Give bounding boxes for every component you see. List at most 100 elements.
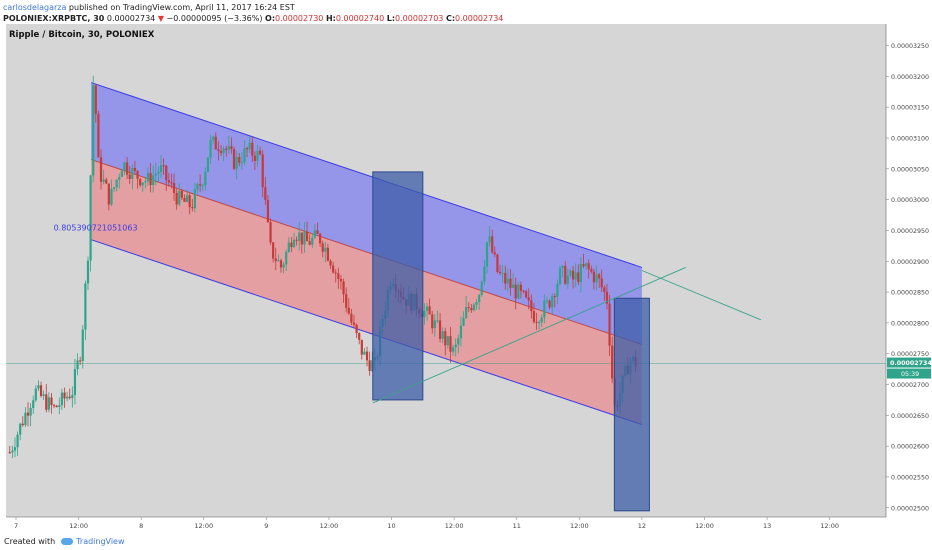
candle-body — [287, 242, 290, 252]
candle-body — [68, 396, 71, 399]
y-tick-label: 0.00002750 — [891, 351, 929, 358]
candle-body — [483, 266, 486, 282]
chart-area[interactable]: 0.805390721051063 0.00003250 0.00003200 0.0… — [0, 24, 932, 534]
countdown-tag — [887, 368, 931, 379]
candle-body — [272, 242, 275, 259]
candle-body — [337, 273, 340, 279]
candle-body — [472, 304, 476, 311]
candle-body — [556, 283, 559, 297]
candle-body — [347, 307, 350, 314]
candle-body — [571, 270, 575, 280]
candle-body — [277, 260, 280, 262]
x-tick-label: 12:00 — [69, 522, 88, 530]
candle-body — [199, 184, 202, 186]
candle-body — [159, 165, 163, 172]
candle-body — [480, 281, 483, 296]
candle-body — [71, 394, 74, 399]
high-value: 0.00002740 — [335, 14, 385, 23]
y-tick-label: 0.00002650 — [891, 413, 929, 420]
candle-body — [590, 269, 593, 272]
candle-body — [60, 392, 64, 406]
candle-body — [525, 291, 528, 298]
trend-line — [372, 267, 686, 404]
candle-body — [540, 317, 543, 323]
x-tick-label: 12:00 — [695, 522, 714, 530]
y-tick-label: 0.00003250 — [891, 43, 929, 50]
y-tick-label: 0.00003000 — [891, 197, 929, 204]
candle-body — [282, 264, 285, 268]
candle-body — [55, 405, 58, 407]
candle-body — [139, 178, 142, 186]
candle-body — [42, 394, 45, 396]
x-tick-label: 12:00 — [820, 522, 839, 530]
candles-group — [8, 75, 637, 459]
candle-body — [365, 351, 369, 361]
x-tick-label: 8 — [139, 522, 143, 530]
candle-body — [545, 300, 549, 302]
candle-body — [569, 270, 572, 276]
candle-body — [92, 85, 95, 176]
candle-body — [232, 149, 236, 169]
candle-body — [459, 325, 463, 339]
candle-body — [115, 179, 118, 188]
candle-body — [522, 290, 525, 292]
candle-body — [94, 85, 97, 114]
candle-body — [582, 264, 585, 267]
x-tick-label: 7 — [14, 522, 18, 530]
candle-body — [76, 360, 79, 370]
candle-body — [326, 247, 330, 261]
candle-body — [504, 272, 507, 284]
candle-body — [603, 287, 606, 292]
candle-body — [350, 313, 353, 323]
candle-body — [16, 434, 19, 448]
candle-body — [191, 207, 194, 209]
fib-level-label: 0.805390721051063 — [54, 223, 138, 232]
candle-body — [230, 146, 233, 150]
candle-body — [532, 311, 536, 322]
y-tick-label: 0.00003050 — [891, 166, 929, 173]
low-value: 0.00002703 — [395, 14, 444, 23]
x-tick-label: 12 — [638, 522, 646, 530]
candle-body — [574, 272, 577, 280]
candle-body — [225, 148, 228, 150]
tradingview-logo[interactable]: TradingView — [61, 537, 125, 546]
candle-body — [598, 274, 601, 279]
candle-body — [342, 281, 345, 295]
candle-body — [86, 260, 90, 284]
y-tick-label: 0.00002850 — [891, 290, 929, 297]
candle-body — [235, 156, 238, 169]
candle-body — [274, 258, 277, 262]
candle-body — [105, 179, 108, 184]
candle-body — [154, 173, 157, 176]
candle-body — [50, 397, 53, 406]
publish-line: carlosdelagarza published on TradingView… — [3, 2, 503, 13]
candle-body — [470, 308, 473, 311]
candle-body — [592, 271, 596, 283]
candle-body — [329, 260, 332, 266]
x-tick-label: 9 — [264, 522, 268, 530]
y-tick-label: 0.00002500 — [891, 505, 929, 512]
candle-body — [475, 302, 478, 305]
candle-body — [58, 405, 61, 407]
candle-body — [548, 300, 551, 308]
candle-body — [172, 183, 176, 193]
y-tick-label: 0.00003100 — [891, 136, 929, 143]
candle-body — [491, 236, 494, 253]
candle-body — [266, 199, 270, 222]
candle-body — [498, 271, 502, 274]
current-price-tag-text: 0.00002734 — [890, 360, 932, 367]
price-chart[interactable]: 0.805390721051063 0.00003250 0.00003200 0.0… — [0, 24, 932, 534]
y-tick-label: 0.00002550 — [891, 474, 929, 481]
close-value: 0.00002734 — [455, 14, 504, 23]
time-axis — [0, 517, 932, 534]
candle-body — [358, 333, 361, 340]
candle-body — [496, 254, 499, 272]
candle-body — [305, 231, 309, 242]
last-price: 0.00002734 — [106, 14, 156, 23]
author-link[interactable]: carlosdelagarza — [3, 3, 67, 12]
candle-body — [485, 242, 489, 267]
highlight-box-2 — [613, 297, 650, 512]
y-tick-label: 0.00002700 — [891, 382, 929, 389]
candle-body — [355, 324, 358, 334]
candle-body — [178, 190, 181, 205]
